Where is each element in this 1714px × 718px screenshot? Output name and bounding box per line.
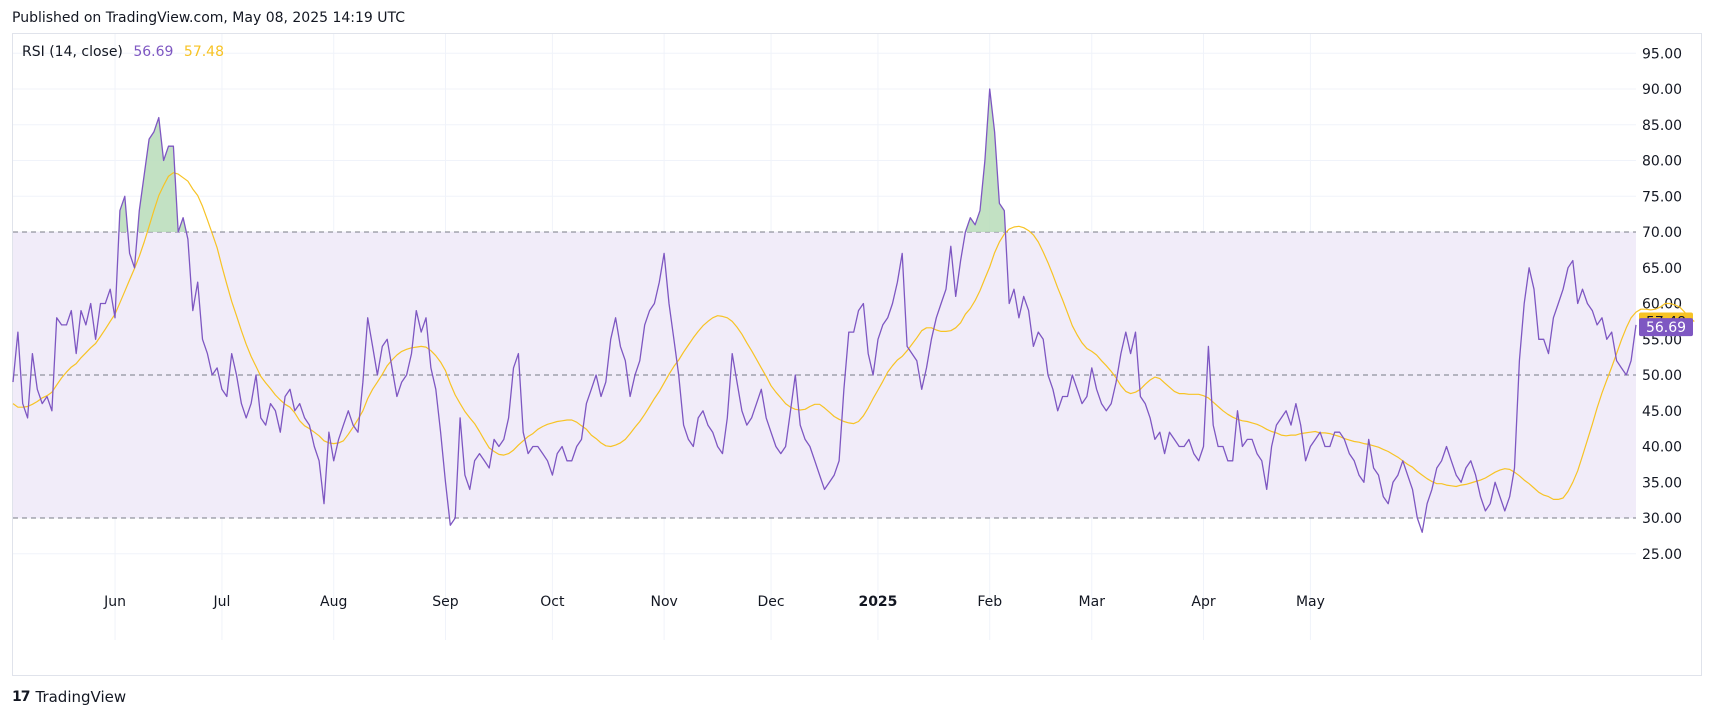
x-tick-label: Nov (650, 594, 677, 610)
x-tick-label: Mar (1079, 594, 1106, 610)
rsi-last-value-badge (1639, 318, 1693, 337)
y-tick-label: 55.00 (1642, 332, 1682, 348)
published-caption: Published on TradingView.com, May 08, 20… (12, 10, 406, 26)
y-tick-label: 45.00 (1642, 404, 1682, 420)
x-tick-label: Jul (212, 594, 230, 610)
x-tick-label: Apr (1191, 594, 1215, 610)
y-tick-label: 30.00 (1642, 511, 1682, 527)
y-tick-label: 90.00 (1642, 82, 1682, 98)
y-tick-label: 65.00 (1642, 261, 1682, 277)
ma-legend-value: 57.48 (183, 44, 224, 60)
x-tick-label: May (1296, 594, 1325, 610)
rsi-series-line (12, 88, 1637, 533)
x-tick-label: Dec (758, 594, 785, 610)
x-tick-label: Jun (103, 594, 126, 610)
x-tick-label: 2025 (858, 594, 897, 610)
chart-frame (12, 33, 1702, 676)
y-tick-label: 25.00 (1642, 547, 1682, 563)
y-tick-label: 60.00 (1642, 297, 1682, 313)
y-tick-label: 40.00 (1642, 440, 1682, 456)
y-tick-label: 70.00 (1642, 225, 1682, 241)
y-tick-label: 75.00 (1642, 189, 1682, 205)
x-tick-label: Feb (977, 594, 1002, 610)
x-tick-label: Aug (320, 594, 347, 610)
footer-brand[interactable]: 𝟭𝟳 TradingView (12, 688, 126, 706)
y-tick-label: 50.00 (1642, 368, 1682, 384)
indicator-legend[interactable]: RSI (14, close) 56.69 57.48 (22, 44, 224, 60)
overbought-fill (137, 117, 179, 232)
overbought-fill (178, 217, 187, 232)
y-tick-label: 35.00 (1642, 475, 1682, 491)
y-tick-label: 85.00 (1642, 118, 1682, 134)
indicator-name: RSI (14, close) (22, 44, 123, 60)
overbought-fill (118, 196, 128, 232)
rsi-legend-value: 56.69 (133, 44, 174, 60)
footer-brand-label: TradingView (35, 688, 127, 706)
ma-series-line (12, 172, 1695, 500)
tradingview-logo-icon: 𝟭𝟳 (12, 689, 31, 705)
x-tick-label: Sep (432, 594, 459, 610)
x-tick-label: Oct (540, 594, 565, 610)
y-tick-label: 80.00 (1642, 154, 1682, 170)
y-tick-label: 95.00 (1642, 46, 1682, 62)
rsi-last-value-badge-label: 56.69 (1646, 320, 1686, 336)
